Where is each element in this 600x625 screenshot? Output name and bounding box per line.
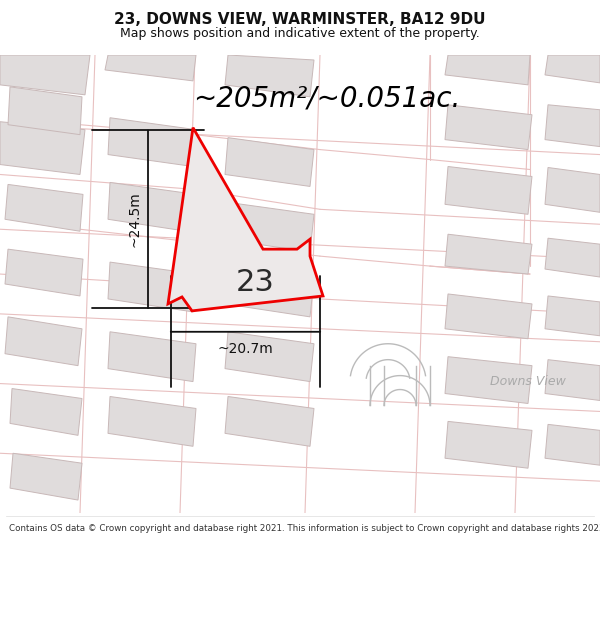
Polygon shape bbox=[545, 105, 600, 147]
Polygon shape bbox=[5, 317, 82, 366]
Polygon shape bbox=[108, 262, 196, 312]
Text: 23: 23 bbox=[236, 268, 274, 296]
Polygon shape bbox=[545, 296, 600, 336]
Polygon shape bbox=[5, 249, 83, 296]
Polygon shape bbox=[445, 234, 532, 274]
Polygon shape bbox=[225, 138, 314, 186]
Polygon shape bbox=[168, 127, 323, 311]
Polygon shape bbox=[225, 396, 314, 446]
Polygon shape bbox=[108, 396, 196, 446]
Polygon shape bbox=[445, 357, 532, 404]
Polygon shape bbox=[0, 122, 85, 174]
Polygon shape bbox=[545, 424, 600, 465]
Polygon shape bbox=[545, 55, 600, 83]
Polygon shape bbox=[108, 182, 196, 232]
Polygon shape bbox=[5, 184, 83, 231]
Polygon shape bbox=[545, 168, 600, 212]
Text: 23, DOWNS VIEW, WARMINSTER, BA12 9DU: 23, DOWNS VIEW, WARMINSTER, BA12 9DU bbox=[114, 12, 486, 27]
Polygon shape bbox=[445, 55, 530, 85]
Polygon shape bbox=[225, 266, 314, 317]
Polygon shape bbox=[445, 166, 532, 214]
Polygon shape bbox=[10, 453, 82, 500]
Polygon shape bbox=[108, 118, 196, 166]
Polygon shape bbox=[10, 389, 82, 436]
Polygon shape bbox=[8, 87, 82, 134]
Text: ~20.7m: ~20.7m bbox=[218, 342, 274, 356]
Text: Downs View: Downs View bbox=[490, 375, 566, 388]
Polygon shape bbox=[225, 332, 314, 382]
Polygon shape bbox=[445, 421, 532, 468]
Polygon shape bbox=[225, 55, 314, 97]
Polygon shape bbox=[545, 238, 600, 277]
Polygon shape bbox=[445, 294, 532, 339]
Polygon shape bbox=[545, 359, 600, 401]
Text: ~205m²/~0.051ac.: ~205m²/~0.051ac. bbox=[193, 85, 460, 113]
Text: Contains OS data © Crown copyright and database right 2021. This information is : Contains OS data © Crown copyright and d… bbox=[9, 524, 600, 533]
Polygon shape bbox=[105, 55, 196, 81]
Polygon shape bbox=[0, 55, 90, 95]
Text: ~24.5m: ~24.5m bbox=[128, 191, 142, 247]
Polygon shape bbox=[108, 332, 196, 382]
Polygon shape bbox=[445, 105, 532, 149]
Text: Map shows position and indicative extent of the property.: Map shows position and indicative extent… bbox=[120, 27, 480, 39]
Polygon shape bbox=[225, 202, 314, 252]
